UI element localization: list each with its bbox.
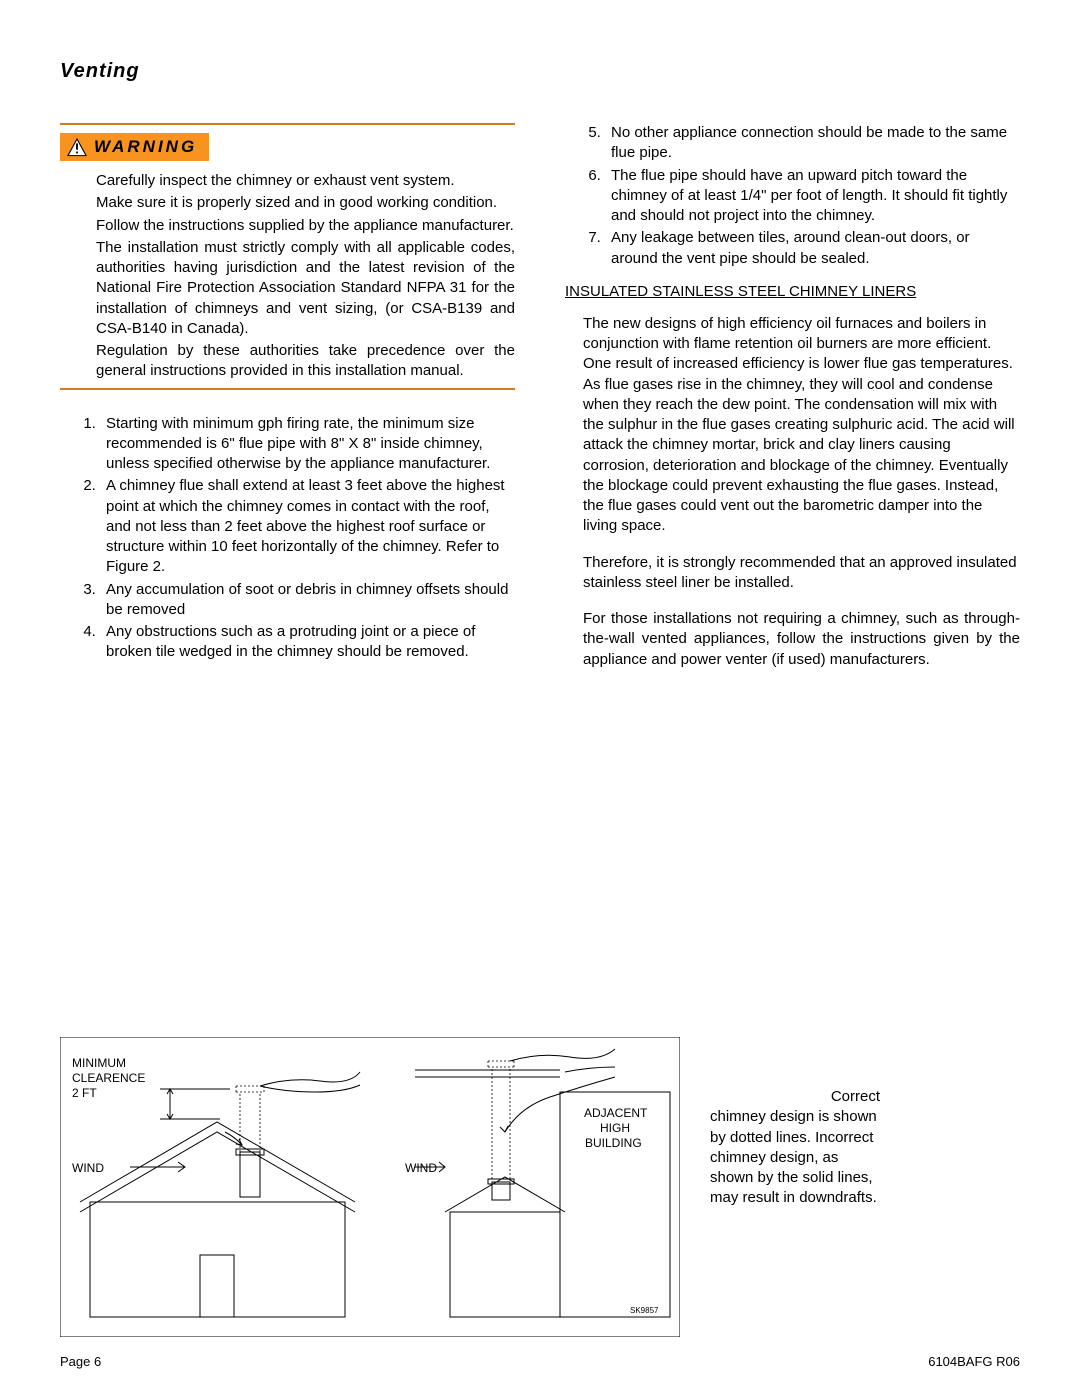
list-item: Any leakage between tiles, around clean-… <box>605 228 1020 269</box>
warning-para: Make sure it is properly sized and in go… <box>96 193 515 213</box>
list-item: Starting with minimum gph firing rate, t… <box>100 414 515 475</box>
footer-doc-id: 6104BAFG R06 <box>928 1354 1020 1369</box>
body-para-1: The new designs of high efficiency oil f… <box>565 314 1020 537</box>
diagram-label: WIND <box>72 1161 104 1175</box>
warning-para: Follow the instructions supplied by the … <box>96 216 515 236</box>
left-column: WARNING Carefully inspect the chimney or… <box>60 123 515 686</box>
warning-label: WARNING <box>94 137 197 157</box>
diagram-label: CLEARENCE <box>72 1071 145 1085</box>
diagram-label: WIND <box>405 1161 437 1175</box>
caption-lead: Correct <box>710 1087 880 1107</box>
body-para-2: Therefore, it is strongly recommended th… <box>565 553 1020 594</box>
diagram-label: BUILDING <box>585 1136 642 1150</box>
list-item: Any accumulation of soot or debris in ch… <box>100 580 515 621</box>
list-item: Any obstructions such as a protruding jo… <box>100 622 515 663</box>
warning-para: Carefully inspect the chimney or exhaust… <box>96 171 515 191</box>
diagram-label: HIGH <box>600 1121 630 1135</box>
list-item: The flue pipe should have an upward pitc… <box>605 166 1020 227</box>
diagram-label: 2 FT <box>72 1086 97 1100</box>
diagram-sk-label: SK9857 <box>630 1306 659 1315</box>
list-item: A chimney flue shall extend at least 3 f… <box>100 476 515 577</box>
content-columns: WARNING Carefully inspect the chimney or… <box>60 123 1020 686</box>
warning-text: Carefully inspect the chimney or exhaust… <box>60 171 515 382</box>
diagram-label: MINIMUM <box>72 1056 126 1070</box>
right-list: No other appliance connection should be … <box>565 123 1020 269</box>
warning-para: The installation must strictly comply wi… <box>96 238 515 339</box>
right-column: No other appliance connection should be … <box>565 123 1020 686</box>
page-header: Venting <box>60 60 1020 83</box>
footer-page: Page 6 <box>60 1354 101 1369</box>
left-list: Starting with minimum gph firing rate, t… <box>60 414 515 663</box>
warning-triangle-icon <box>66 137 88 157</box>
caption-body: chimney design is shown by dotted lines.… <box>710 1107 880 1208</box>
chimney-diagram: .th { stroke:#000; stroke-width:1; fill:… <box>60 1037 680 1337</box>
list-item: No other appliance connection should be … <box>605 123 1020 164</box>
subheading: INSULATED STAINLESS STEEL CHIMNEY LINERS <box>565 283 1020 300</box>
warning-box: WARNING <box>60 133 209 161</box>
figure-caption: Correct chimney design is shown by dotte… <box>710 1087 880 1209</box>
figure-area: .th { stroke:#000; stroke-width:1; fill:… <box>60 1037 880 1337</box>
warning-rule-top <box>60 123 515 125</box>
page-footer: Page 6 6104BAFG R06 <box>60 1354 1020 1369</box>
warning-para: Regulation by these authorities take pre… <box>96 341 515 382</box>
body-para-3: For those installations not requiring a … <box>565 609 1020 670</box>
warning-rule-bottom <box>60 388 515 390</box>
diagram-label: ADJACENT <box>584 1106 648 1120</box>
